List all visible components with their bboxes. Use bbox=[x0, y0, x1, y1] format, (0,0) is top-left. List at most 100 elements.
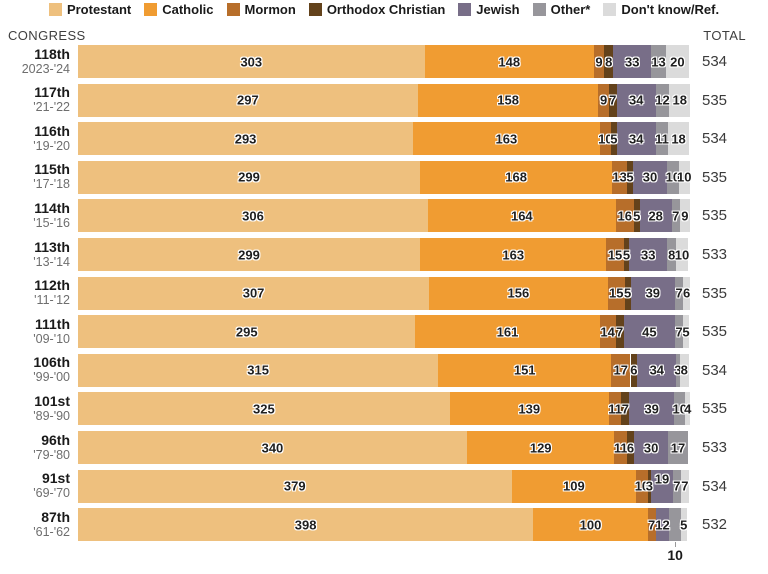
bar-segment-orthodox-christian bbox=[608, 83, 617, 117]
row-label-116th: 116th '19-'20 bbox=[0, 122, 70, 155]
segment-value-label: 7 bbox=[621, 401, 629, 417]
bar-segment-don-t-know-ref bbox=[683, 315, 689, 349]
bar-segment-other bbox=[651, 45, 666, 78]
segment-value-label: 325 bbox=[253, 401, 275, 417]
bar-segment-catholic bbox=[417, 83, 599, 117]
segment-value-label: 7 bbox=[675, 324, 683, 340]
stacked-bar-row: 340 129 11 6 30 17 bbox=[78, 431, 688, 464]
segment-value-label: 34 bbox=[628, 131, 644, 147]
stacked-bar-row: 299 168 13 5 30 10 10 bbox=[78, 160, 692, 194]
bar-segment-orthodox-christian bbox=[647, 469, 652, 503]
segment-value-label: 33 bbox=[624, 54, 640, 69]
segment-value-label: 161 bbox=[496, 324, 519, 340]
row-label-87th: 87th '61-'62 bbox=[0, 508, 70, 541]
segment-value-label: 293 bbox=[234, 131, 257, 147]
row-label-106th: 106th '99-'00 bbox=[0, 354, 70, 387]
congress-years: '99-'00 bbox=[33, 370, 70, 385]
segment-value-label: 156 bbox=[507, 285, 530, 301]
stacked-bar-row: 307 156 15 5 39 7 6 bbox=[78, 276, 690, 310]
segment-value-label: 297 bbox=[237, 92, 259, 108]
segment-value-label: 9 bbox=[600, 92, 608, 108]
bar-segment-mormon bbox=[607, 276, 625, 310]
bar-segment-don-t-know-ref bbox=[685, 392, 690, 426]
segment-value-label: 10 bbox=[665, 169, 681, 185]
congress-number: 111th bbox=[34, 315, 70, 332]
segment-value-label: 3 bbox=[645, 478, 653, 494]
segment-value-label: 158 bbox=[497, 92, 519, 108]
segment-value-label: 17 bbox=[613, 362, 629, 378]
row-total: 534 bbox=[702, 53, 728, 70]
segment-value-label: 100 bbox=[579, 517, 602, 533]
segment-value-label: 10 bbox=[677, 169, 692, 185]
row-label-117th: 117th '21-'22 bbox=[0, 84, 70, 117]
congress-years: '15-'16 bbox=[33, 215, 70, 230]
bar-segment-orthodox-christian bbox=[604, 45, 614, 78]
bar-segment-jewish bbox=[633, 431, 669, 464]
congress-number: 96th bbox=[41, 431, 70, 448]
legend-label: Protestant bbox=[66, 2, 132, 17]
segment-value-label: 168 bbox=[505, 169, 527, 185]
stacked-bar-row: 379 109 10 3 19 7 7 bbox=[78, 469, 689, 503]
bar-segment-protestant bbox=[78, 160, 421, 194]
row-total: 533 bbox=[702, 246, 728, 263]
bar-segment-protestant bbox=[78, 392, 450, 426]
mormon-swatch-icon bbox=[226, 3, 240, 16]
segment-value-label: 8 bbox=[680, 362, 688, 378]
row-total: 535 bbox=[702, 207, 728, 225]
segment-value-label: 15 bbox=[607, 247, 623, 262]
bar-segment-protestant bbox=[78, 238, 421, 271]
bar-segment-catholic bbox=[533, 508, 648, 542]
row-label-112th: 112th '11-'12 bbox=[0, 277, 70, 310]
bar-segment-catholic bbox=[449, 392, 609, 426]
bar-segment-mormon bbox=[636, 469, 648, 503]
segment-value-label: 10 bbox=[674, 247, 690, 262]
bar-segment-catholic bbox=[511, 469, 637, 503]
other-swatch-icon bbox=[532, 3, 546, 16]
segment-value-label: 9 bbox=[595, 54, 603, 69]
row-total: 533 bbox=[702, 439, 728, 456]
congress-years: '61-'62 bbox=[33, 524, 70, 539]
row-total: 535 bbox=[702, 323, 728, 341]
row-label-114th: 114th '15-'16 bbox=[0, 199, 70, 232]
legend-label: Mormon bbox=[244, 2, 296, 17]
bar-segment-other bbox=[671, 199, 680, 233]
segment-value-label: 12 bbox=[655, 517, 670, 533]
congress-years: '79-'80 bbox=[33, 447, 70, 462]
bar-segment-don-t-know-ref bbox=[680, 469, 689, 503]
segment-value-label: 5 bbox=[626, 169, 634, 185]
congress-years: '89-'90 bbox=[33, 408, 70, 423]
legend-item-other: Other* bbox=[532, 2, 590, 17]
congress-number: 112th bbox=[34, 277, 70, 294]
protestant-swatch-icon bbox=[48, 3, 62, 16]
segment-value-label: 129 bbox=[529, 440, 552, 455]
legend-item-jewish: Jewish bbox=[458, 2, 520, 17]
stacked-bar-row: 293 163 10 5 34 11 18 bbox=[78, 122, 689, 156]
row-total: 535 bbox=[702, 91, 728, 109]
bar-segment-protestant bbox=[78, 508, 534, 542]
bar-segment-don-t-know-ref bbox=[668, 122, 689, 156]
segment-value-label: 163 bbox=[502, 247, 525, 262]
legend-item-protestant: Protestant bbox=[48, 2, 132, 17]
stacked-bar-chart: 118th 2023-'24 303 148 9 8 33 13 20 534 117th '21-'… bbox=[0, 45, 768, 574]
segment-value-label: 11 bbox=[613, 440, 628, 455]
bar-segment-protestant bbox=[78, 199, 429, 233]
congress-column-header: CONGRESS bbox=[8, 28, 86, 43]
segment-value-label: 5 bbox=[622, 247, 631, 262]
bar-segment-other bbox=[675, 276, 684, 310]
segment-value-label: 295 bbox=[235, 324, 258, 340]
segment-value-label: 5 bbox=[610, 131, 618, 147]
segment-value-label: 11 bbox=[655, 131, 669, 147]
legend-label: Don't know/Ref. bbox=[621, 2, 720, 17]
congress-years: '11-'12 bbox=[34, 293, 70, 308]
congress-number: 118th bbox=[34, 45, 70, 62]
bar-segment-mormon bbox=[614, 431, 628, 464]
congress-number: 106th bbox=[33, 354, 70, 371]
catholic-swatch-icon bbox=[144, 3, 158, 16]
bar-segment-other bbox=[667, 160, 679, 194]
row-label-118th: 118th 2023-'24 bbox=[0, 45, 70, 78]
bar-segment-mormon bbox=[593, 45, 605, 78]
segment-value-label: 10 bbox=[634, 478, 650, 494]
segment-value-label: 19 bbox=[654, 471, 670, 487]
bar-segment-protestant bbox=[78, 469, 512, 503]
legend-label: Orthodox Christian bbox=[326, 2, 446, 17]
